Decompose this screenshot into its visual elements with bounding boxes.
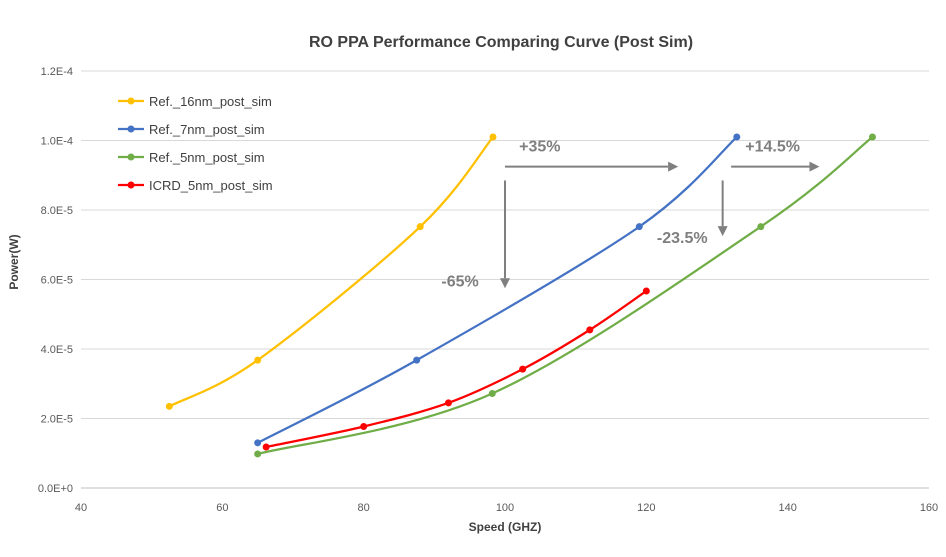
legend-item: Ref._5nm_post_sim [118, 150, 265, 165]
legend-item: ICRD_5nm_post_sim [118, 178, 273, 193]
annotation-label: -23.5% [657, 230, 708, 247]
legend-label: ICRD_5nm_post_sim [149, 178, 273, 193]
data-point [254, 439, 262, 447]
y-tick-label: 6.0E-5 [41, 275, 73, 287]
axes: 0.0E+0 2.0E-5 4.0E-5 6.0E-5 8.0E-5 1.0E-4 1.2E… [38, 66, 938, 514]
legend-label: Ref._16nm_post_sim [149, 94, 272, 109]
annotation-1: +14.5% [731, 139, 820, 172]
data-point [254, 450, 262, 458]
annotations: +35% +14.5% -65% -23.5% [441, 139, 820, 290]
annotation-arrow-head [809, 161, 820, 172]
data-point [416, 223, 424, 231]
data-point [254, 356, 262, 364]
annotation-label: -65% [441, 273, 478, 290]
data-point [444, 399, 452, 407]
data-point [733, 133, 741, 141]
annotation-arrow-head [500, 278, 510, 289]
series-line [257, 136, 874, 456]
y-tick-label: 1.2E-4 [41, 66, 73, 78]
legend-item: Ref._7nm_post_sim [118, 122, 265, 137]
legend-label: Ref._7nm_post_sim [149, 122, 265, 137]
data-point [489, 133, 497, 141]
series-line [168, 136, 494, 408]
y-tick-label: 2.0E-5 [41, 414, 73, 426]
y-tick-label: 4.0E-5 [41, 344, 73, 356]
data-point [757, 223, 765, 231]
legend-swatch-marker [127, 125, 135, 133]
series-line [265, 290, 647, 449]
data-point [642, 287, 650, 295]
data-point [635, 223, 643, 231]
x-tick-label: 160 [920, 502, 938, 514]
legend: Ref._16nm_post_sim Ref._7nm_post_sim Ref._… [118, 94, 273, 193]
series-layer [165, 133, 876, 458]
data-point [360, 422, 368, 430]
legend-swatch-marker [127, 97, 135, 105]
x-tick-label: 80 [358, 502, 370, 514]
y-tick-label: 1.0E-4 [41, 136, 73, 148]
legend-label: Ref._5nm_post_sim [149, 150, 265, 165]
x-tick-label: 100 [496, 502, 514, 514]
annotation-label: +14.5% [745, 139, 800, 156]
data-point [165, 402, 173, 410]
x-axis-title: Speed (GHZ) [469, 520, 542, 534]
annotation-0: +35% [505, 139, 679, 172]
data-point [262, 443, 270, 451]
series-2 [254, 133, 876, 458]
x-tick-label: 120 [637, 502, 655, 514]
series-0 [165, 133, 497, 410]
annotation-label: +35% [519, 139, 560, 156]
y-tick-label: 0.0E+0 [38, 483, 73, 495]
series-1 [254, 133, 741, 447]
series-3 [262, 287, 650, 451]
legend-swatch-marker [127, 181, 135, 189]
annotation-3: -23.5% [657, 180, 728, 247]
x-tick-label: 140 [778, 502, 796, 514]
legend-item: Ref._16nm_post_sim [118, 94, 272, 109]
data-point [488, 389, 496, 397]
chart-title: RO PPA Performance Comparing Curve (Post… [309, 34, 693, 51]
x-tick-label: 40 [75, 502, 87, 514]
data-point [519, 365, 527, 373]
data-point [586, 326, 594, 334]
series-line [257, 136, 738, 444]
data-point [413, 356, 421, 364]
data-point [868, 133, 876, 141]
y-tick-label: 8.0E-5 [41, 205, 73, 217]
annotation-arrow-head [668, 161, 679, 172]
y-axis-title: Power(W) [7, 234, 21, 289]
annotation-arrow-head [717, 226, 728, 237]
legend-swatch-marker [127, 153, 135, 161]
x-tick-label: 60 [216, 502, 228, 514]
annotation-2: -65% [441, 180, 510, 290]
